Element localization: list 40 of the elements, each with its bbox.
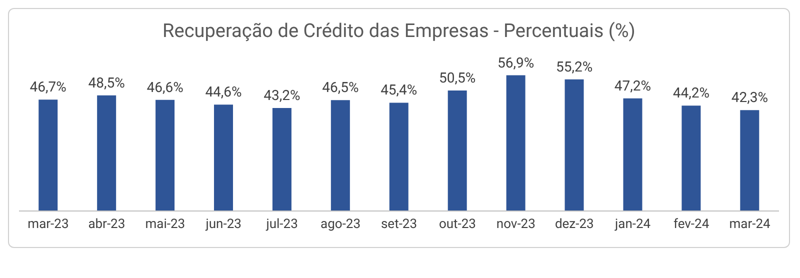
- data-label: 44,2%: [672, 86, 710, 102]
- data-label: 50,5%: [439, 70, 476, 87]
- bar: [623, 98, 642, 211]
- x-tick-label: jul-23: [265, 217, 298, 232]
- bar: [682, 106, 701, 211]
- data-label: 55,2%: [556, 59, 593, 76]
- x-tick-label: mar-23: [28, 217, 69, 232]
- data-label: 56,9%: [497, 55, 534, 72]
- data-label: 43,2%: [264, 88, 300, 104]
- bar: [740, 110, 760, 211]
- chart-title: Recuperação de Crédito das Empresas - Percentuais (%): [162, 19, 636, 42]
- data-label: 45,4%: [380, 82, 418, 99]
- data-label: 46,7%: [30, 80, 66, 96]
- x-tick-label: set-23: [380, 217, 418, 232]
- bar: [214, 104, 233, 211]
- data-label: 47,2%: [614, 78, 652, 94]
- bar: [448, 90, 467, 211]
- data-label: 44,6%: [205, 84, 242, 101]
- bar: [564, 79, 584, 211]
- x-tick-label: jan-24: [614, 217, 652, 232]
- bar: [156, 100, 175, 211]
- x-tick-label: ago-23: [320, 217, 361, 232]
- bar: [38, 100, 58, 211]
- data-label: 46,6%: [146, 80, 184, 96]
- bar: [389, 102, 408, 211]
- data-label: 46,5%: [322, 80, 359, 96]
- x-tick-label: mai-23: [145, 217, 186, 232]
- x-tick-label: fev-24: [673, 217, 710, 232]
- bar: [506, 75, 526, 211]
- x-tick-label: jun-23: [204, 217, 242, 232]
- x-tick-label: nov-23: [496, 217, 536, 232]
- x-tick-label: abr-23: [88, 217, 126, 232]
- bar: [330, 100, 350, 211]
- data-label: 42,3%: [731, 90, 768, 106]
- bar: [97, 95, 116, 211]
- bar: [272, 108, 292, 211]
- x-tick-label: dez-23: [554, 217, 594, 232]
- data-label: 48,5%: [88, 75, 125, 92]
- x-tick-label: out-23: [438, 217, 476, 232]
- x-tick-label: mar-24: [729, 217, 771, 232]
